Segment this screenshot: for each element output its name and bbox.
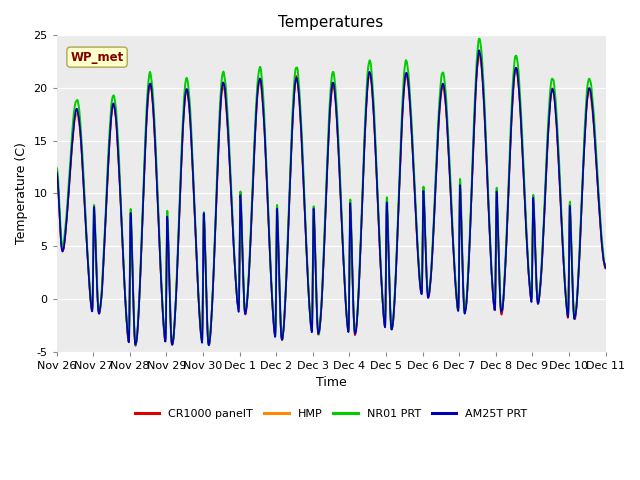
Title: Temperatures: Temperatures: [278, 15, 384, 30]
Text: WP_met: WP_met: [70, 50, 124, 64]
Legend: CR1000 panelT, HMP, NR01 PRT, AM25T PRT: CR1000 panelT, HMP, NR01 PRT, AM25T PRT: [131, 405, 532, 423]
Y-axis label: Temperature (C): Temperature (C): [15, 143, 28, 244]
X-axis label: Time: Time: [316, 376, 346, 389]
